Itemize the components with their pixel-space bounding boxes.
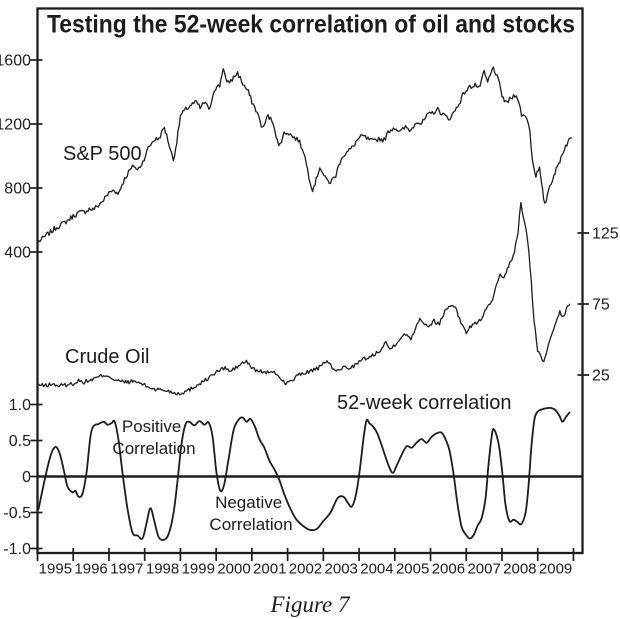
right-axis: 125 75 25 — [577, 226, 619, 385]
year-tick-label: 2000 — [217, 561, 250, 578]
figure-caption: Figure 7 — [270, 592, 351, 617]
positive-annotation-line2: Correlation — [112, 439, 195, 458]
year-tick-label: 1997 — [110, 561, 143, 578]
left-tick-label: -1.0 — [3, 541, 31, 558]
correlation-line — [37, 406, 571, 541]
left-tick-label: 0.5 — [9, 433, 31, 450]
year-tick-label: 2006 — [432, 561, 465, 578]
negative-correlation-annotation: Negative Correlation — [209, 493, 292, 534]
year-tick-label: 2005 — [396, 561, 429, 578]
crude-oil-line — [37, 201, 571, 396]
left-tick-label: 800 — [4, 181, 31, 198]
left-tick-label: -0.5 — [3, 505, 31, 522]
year-tick-label: 1995 — [39, 561, 72, 578]
year-tick-label: 2009 — [539, 561, 572, 578]
left-tick-label: 400 — [4, 245, 31, 262]
right-tick-label: 75 — [592, 297, 610, 314]
positive-annotation-line1: Positive — [122, 417, 182, 436]
year-tick-label: 1996 — [74, 561, 107, 578]
year-tick-label: 2004 — [360, 561, 393, 578]
year-tick-label: 1999 — [182, 561, 215, 578]
left-tick-label: 1.0 — [9, 397, 31, 414]
chart-title: Testing the 52-week correlation of oil a… — [47, 11, 575, 39]
year-tick-label: 2008 — [503, 561, 536, 578]
year-tick-label: 2007 — [467, 561, 500, 578]
left-tick-label: 0 — [22, 469, 31, 486]
negative-annotation-line2: Correlation — [209, 515, 292, 534]
plot-frame — [36, 7, 584, 555]
x-axis: 1995 1996 1997 1998 1999 2000 2001 2002 2003 2004… — [36, 548, 575, 578]
year-tick-label: 2003 — [325, 561, 358, 578]
left-tick-label: 1600 — [0, 53, 31, 70]
right-tick-label: 25 — [592, 368, 610, 385]
positive-correlation-annotation: Positive Correlation — [112, 417, 195, 458]
year-tick-label: 1998 — [146, 561, 179, 578]
sp500-label: S&P 500 — [63, 143, 142, 165]
crude-oil-label: Crude Oil — [65, 346, 149, 368]
right-tick-label: 125 — [592, 226, 619, 243]
sp500-line — [37, 66, 572, 243]
year-tick-label: 2002 — [289, 561, 322, 578]
correlation-label: 52-week correlation — [337, 392, 512, 414]
year-tick-label: 2001 — [253, 561, 286, 578]
negative-annotation-line1: Negative — [215, 493, 282, 512]
